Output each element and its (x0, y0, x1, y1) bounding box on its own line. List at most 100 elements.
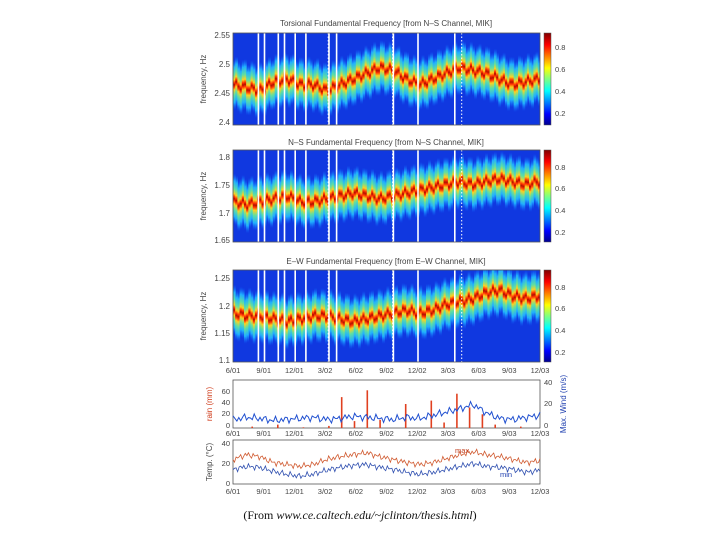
heatmap-column (428, 53, 431, 105)
heatmap-column (430, 162, 434, 214)
y2-tick-label: 0 (544, 421, 548, 430)
heatmap-column (443, 156, 447, 208)
heatmap-column (412, 163, 416, 214)
heatmap-column (300, 57, 304, 108)
data-gap (335, 270, 338, 362)
heatmap-column (390, 173, 394, 225)
heatmap-column (498, 155, 502, 207)
heatmap-column (371, 44, 374, 96)
heatmap-column (314, 173, 317, 224)
heatmap-column (401, 54, 405, 106)
heatmap-column (529, 56, 532, 107)
heatmap-column (303, 62, 306, 113)
heatmap-column (478, 156, 482, 208)
heatmap-column (476, 154, 480, 206)
heatmap-column (331, 291, 335, 343)
data-gap (294, 270, 296, 362)
heatmap-column (329, 65, 333, 117)
heatmap-column (237, 61, 241, 112)
heatmap-column (408, 170, 412, 221)
temp-min-line (232, 460, 541, 480)
data-gaps (257, 270, 463, 362)
colorbar-tick: 0.2 (555, 109, 565, 118)
heatmap-column (469, 41, 473, 92)
heatmap-column (421, 54, 425, 106)
heatmap-column (535, 273, 539, 325)
heatmap-column (279, 175, 282, 226)
heatmap-column (331, 59, 335, 111)
x-tick-label: 12/01 (285, 429, 304, 438)
y-tick-label: 0 (226, 479, 230, 488)
heatmap-column (239, 286, 243, 338)
heatmap-column (436, 48, 440, 100)
heatmap-column (450, 49, 453, 100)
heatmap-column (529, 275, 532, 326)
heatmap-column (279, 294, 282, 346)
heatmap-column (456, 278, 460, 330)
heatmap-column (281, 291, 285, 343)
heatmap-column (533, 53, 537, 104)
colorbar-tick: 0.6 (555, 65, 565, 74)
x-tick-label: 6/03 (471, 487, 486, 496)
heatmap-column (250, 290, 254, 341)
annotation-max: max (455, 446, 469, 455)
heatmap-column (456, 44, 460, 96)
heatmap-column (241, 59, 245, 111)
heatmap-column (482, 270, 486, 317)
heatmap-column (423, 167, 427, 218)
heatmap-column (537, 159, 540, 211)
x-axis-ticks-heatmap: 6/01 9/01 12/01 3/02 6/02 9/02 12/02 3/03 6/03 9/… (226, 366, 550, 375)
y-axis-label: frequency, Hz (199, 172, 208, 221)
x-tick-label: 6/02 (348, 487, 363, 496)
heatmap-column (248, 177, 252, 229)
heatmap-column (504, 158, 508, 209)
heatmap-column (489, 270, 493, 318)
heatmap-column (469, 156, 473, 208)
heatmap-column (467, 270, 471, 322)
heatmap-column (390, 44, 394, 96)
heatmap-column (430, 288, 434, 339)
heatmap-column (504, 57, 508, 109)
x-tick-label: 12/03 (531, 366, 550, 375)
heatmap-column (270, 294, 274, 346)
heatmap-column (515, 60, 519, 112)
y-axis-label: frequency, Hz (199, 55, 208, 104)
heatmap-column (425, 164, 429, 215)
caption-url[interactable]: www.ce.caltech.edu/~jclinton/thesis.html (276, 508, 473, 522)
heatmap-column (443, 276, 447, 328)
heatmap-column (248, 64, 252, 116)
heatmap-column (485, 270, 488, 317)
heatmap-column (333, 173, 337, 225)
data-gaps (257, 150, 463, 242)
heatmap-column (287, 294, 291, 345)
y-axis-label: frequency, Hz (199, 292, 208, 341)
plot-frame (232, 269, 541, 363)
heatmap-column (463, 41, 467, 93)
x-tick-label: 12/01 (285, 487, 304, 496)
heatmap-column (246, 291, 249, 343)
heatmap-column (272, 173, 276, 224)
heatmap-column (366, 47, 370, 99)
heatmap-column (461, 40, 464, 91)
heatmap-column (307, 173, 311, 225)
rain-wind-panel: rain (mm) Max. Wind (m/s) 60 40 20 0 40 … (205, 375, 568, 434)
heatmap-column (537, 55, 540, 107)
heatmap-column (316, 174, 320, 225)
heatmap-column (373, 41, 377, 92)
heatmap-column (320, 175, 324, 226)
heatmap-column (368, 49, 372, 101)
heatmap-column (509, 56, 513, 108)
data-gap (392, 33, 395, 125)
heatmap-column (533, 270, 537, 320)
torsional-panel: Torsional Fundamental Frequency [from N–… (199, 19, 565, 127)
heatmap-column (235, 56, 238, 108)
heatmap-column (373, 171, 377, 223)
y-tick-label: 1.65 (214, 236, 230, 245)
x-tick-label: 9/01 (256, 429, 271, 438)
heatmap-column (353, 292, 357, 344)
heatmap-column (399, 51, 403, 102)
heatmap-column (254, 180, 258, 231)
heatmap-column (246, 64, 249, 116)
heatmap-column (511, 56, 515, 108)
heatmap-column (393, 286, 396, 337)
